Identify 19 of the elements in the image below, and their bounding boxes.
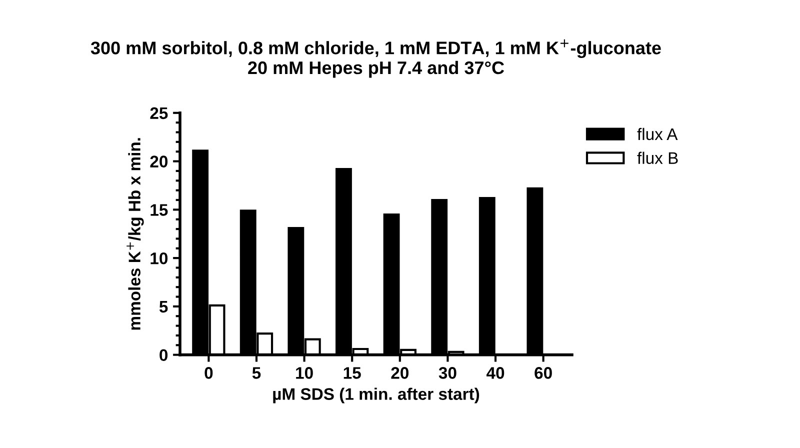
x-tick-label: 5	[252, 367, 261, 379]
y-tick-label: 25	[150, 107, 168, 120]
y-tick-label: 10	[150, 252, 168, 264]
x-tick-label: 0	[204, 367, 213, 379]
x-tick-label: 10	[296, 367, 313, 379]
chart-title: 300 mM sorbitol, 0.8 mM chloride, 1 mM EDTA, 1 mM K$^{+}$-gluconate 20 mM Hepes pH 7.4 and 37°C	[90, 39, 661, 78]
legend-label: flux B	[637, 152, 678, 164]
x-tick-label: 40	[486, 367, 504, 379]
y-tick-label: 15	[150, 204, 168, 216]
y-axis-title: mmoles K$^{+}$/kg Hb x min.	[126, 138, 144, 330]
x-tick-label: 60	[534, 367, 552, 379]
x-tick-label: 15	[344, 367, 361, 379]
y-tick-label: 0	[160, 349, 168, 362]
x-tick-label: 30	[438, 367, 456, 379]
x-axis-title: µM SDS (1 min. after start)	[273, 388, 480, 404]
y-tick-label: 5	[159, 301, 168, 313]
legend-label: flux A	[637, 128, 678, 140]
y-tick-label: 20	[150, 156, 168, 168]
x-tick-label: 20	[391, 367, 408, 379]
